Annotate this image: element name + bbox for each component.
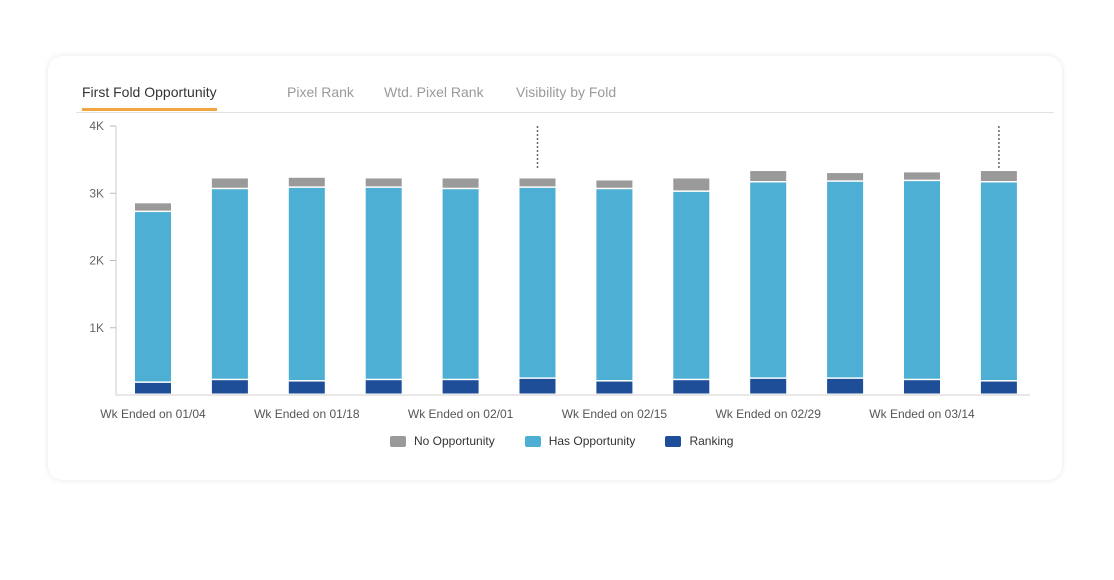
tab-bar: First Fold Opportunity Pixel Rank Wtd. P…	[76, 76, 1054, 113]
bar-segment-no-opportunity	[365, 178, 402, 187]
bar-segment-no-opportunity	[519, 178, 556, 187]
bar-segment-has-opportunity	[904, 181, 940, 379]
bar-segment-has-opportunity	[365, 187, 402, 379]
bar-segment-ranking	[211, 380, 248, 394]
bar-segment-no-opportunity	[904, 172, 940, 180]
legend-label-ranking: Ranking	[689, 434, 734, 448]
bar-segment-no-opportunity	[596, 180, 633, 188]
bar-segment-has-opportunity	[596, 189, 633, 381]
bar-segment-ranking	[519, 378, 556, 394]
bar-segment-no-opportunity	[750, 171, 787, 181]
bar-segment-has-opportunity	[980, 182, 1017, 381]
tab-first-fold-opportunity[interactable]: First Fold Opportunity	[82, 76, 217, 111]
bar-segment-ranking	[750, 378, 787, 394]
bar-segment-has-opportunity	[827, 181, 864, 378]
bar-segment-ranking	[135, 382, 171, 394]
legend-label-no-opportunity: No Opportunity	[414, 434, 495, 448]
bar-segment-ranking	[596, 381, 633, 394]
bar-segment-no-opportunity	[211, 178, 248, 188]
legend-label-has-opportunity: Has Opportunity	[548, 434, 636, 448]
bar-segment-has-opportunity	[288, 187, 325, 381]
bar-segment-ranking	[288, 381, 325, 394]
bar-segment-no-opportunity	[673, 178, 710, 191]
legend-swatch-no-opportunity	[390, 435, 406, 447]
legend-item-has-opportunity[interactable]: Has Opportunity	[524, 434, 636, 448]
bar-segment-has-opportunity	[135, 212, 171, 382]
x-tick-label: Wk Ended on 02/15	[562, 407, 668, 421]
bar-segment-has-opportunity	[750, 182, 787, 378]
legend-item-no-opportunity[interactable]: No Opportunity	[390, 434, 495, 448]
y-tick-label: 3K	[89, 186, 104, 200]
tab-pixel-rank[interactable]: Pixel Rank	[287, 84, 354, 100]
bar-segment-has-opportunity	[673, 191, 710, 379]
bar-segment-no-opportunity	[827, 173, 864, 181]
x-tick-label: Wk Ended on 02/01	[408, 407, 514, 421]
bar-segment-ranking	[827, 378, 864, 394]
y-tick-label: 2K	[89, 254, 104, 268]
tab-wtd-pixel-rank[interactable]: Wtd. Pixel Rank	[384, 84, 484, 100]
bar-segment-ranking	[980, 381, 1017, 394]
legend: No Opportunity Has Opportunity Ranking	[390, 432, 763, 450]
y-tick-label: 1K	[89, 321, 104, 335]
bar-segment-has-opportunity	[519, 187, 556, 378]
bar-segment-has-opportunity	[211, 189, 248, 379]
x-tick-label: Wk Ended on 01/18	[254, 407, 360, 421]
x-tick-label: Wk Ended on 01/04	[100, 407, 206, 421]
bar-segment-no-opportunity	[442, 178, 479, 188]
x-tick-label: Wk Ended on 03/14	[869, 407, 975, 421]
legend-item-ranking[interactable]: Ranking	[665, 434, 733, 448]
bar-segment-no-opportunity	[288, 177, 325, 187]
bar-segment-ranking	[904, 380, 940, 394]
bar-segment-ranking	[442, 380, 479, 394]
legend-swatch-ranking	[665, 435, 682, 447]
y-tick-label: 4K	[89, 119, 104, 133]
bar-segment-has-opportunity	[442, 189, 479, 379]
legend-swatch-has-opportunity	[524, 435, 541, 447]
bar-segment-ranking	[673, 380, 710, 394]
bar-segment-ranking	[365, 380, 402, 394]
bar-segment-no-opportunity	[980, 171, 1017, 181]
tab-visibility-by-fold[interactable]: Visibility by Fold	[516, 84, 617, 100]
bar-segment-no-opportunity	[135, 203, 171, 211]
x-tick-label: Wk Ended on 02/29	[715, 407, 821, 421]
